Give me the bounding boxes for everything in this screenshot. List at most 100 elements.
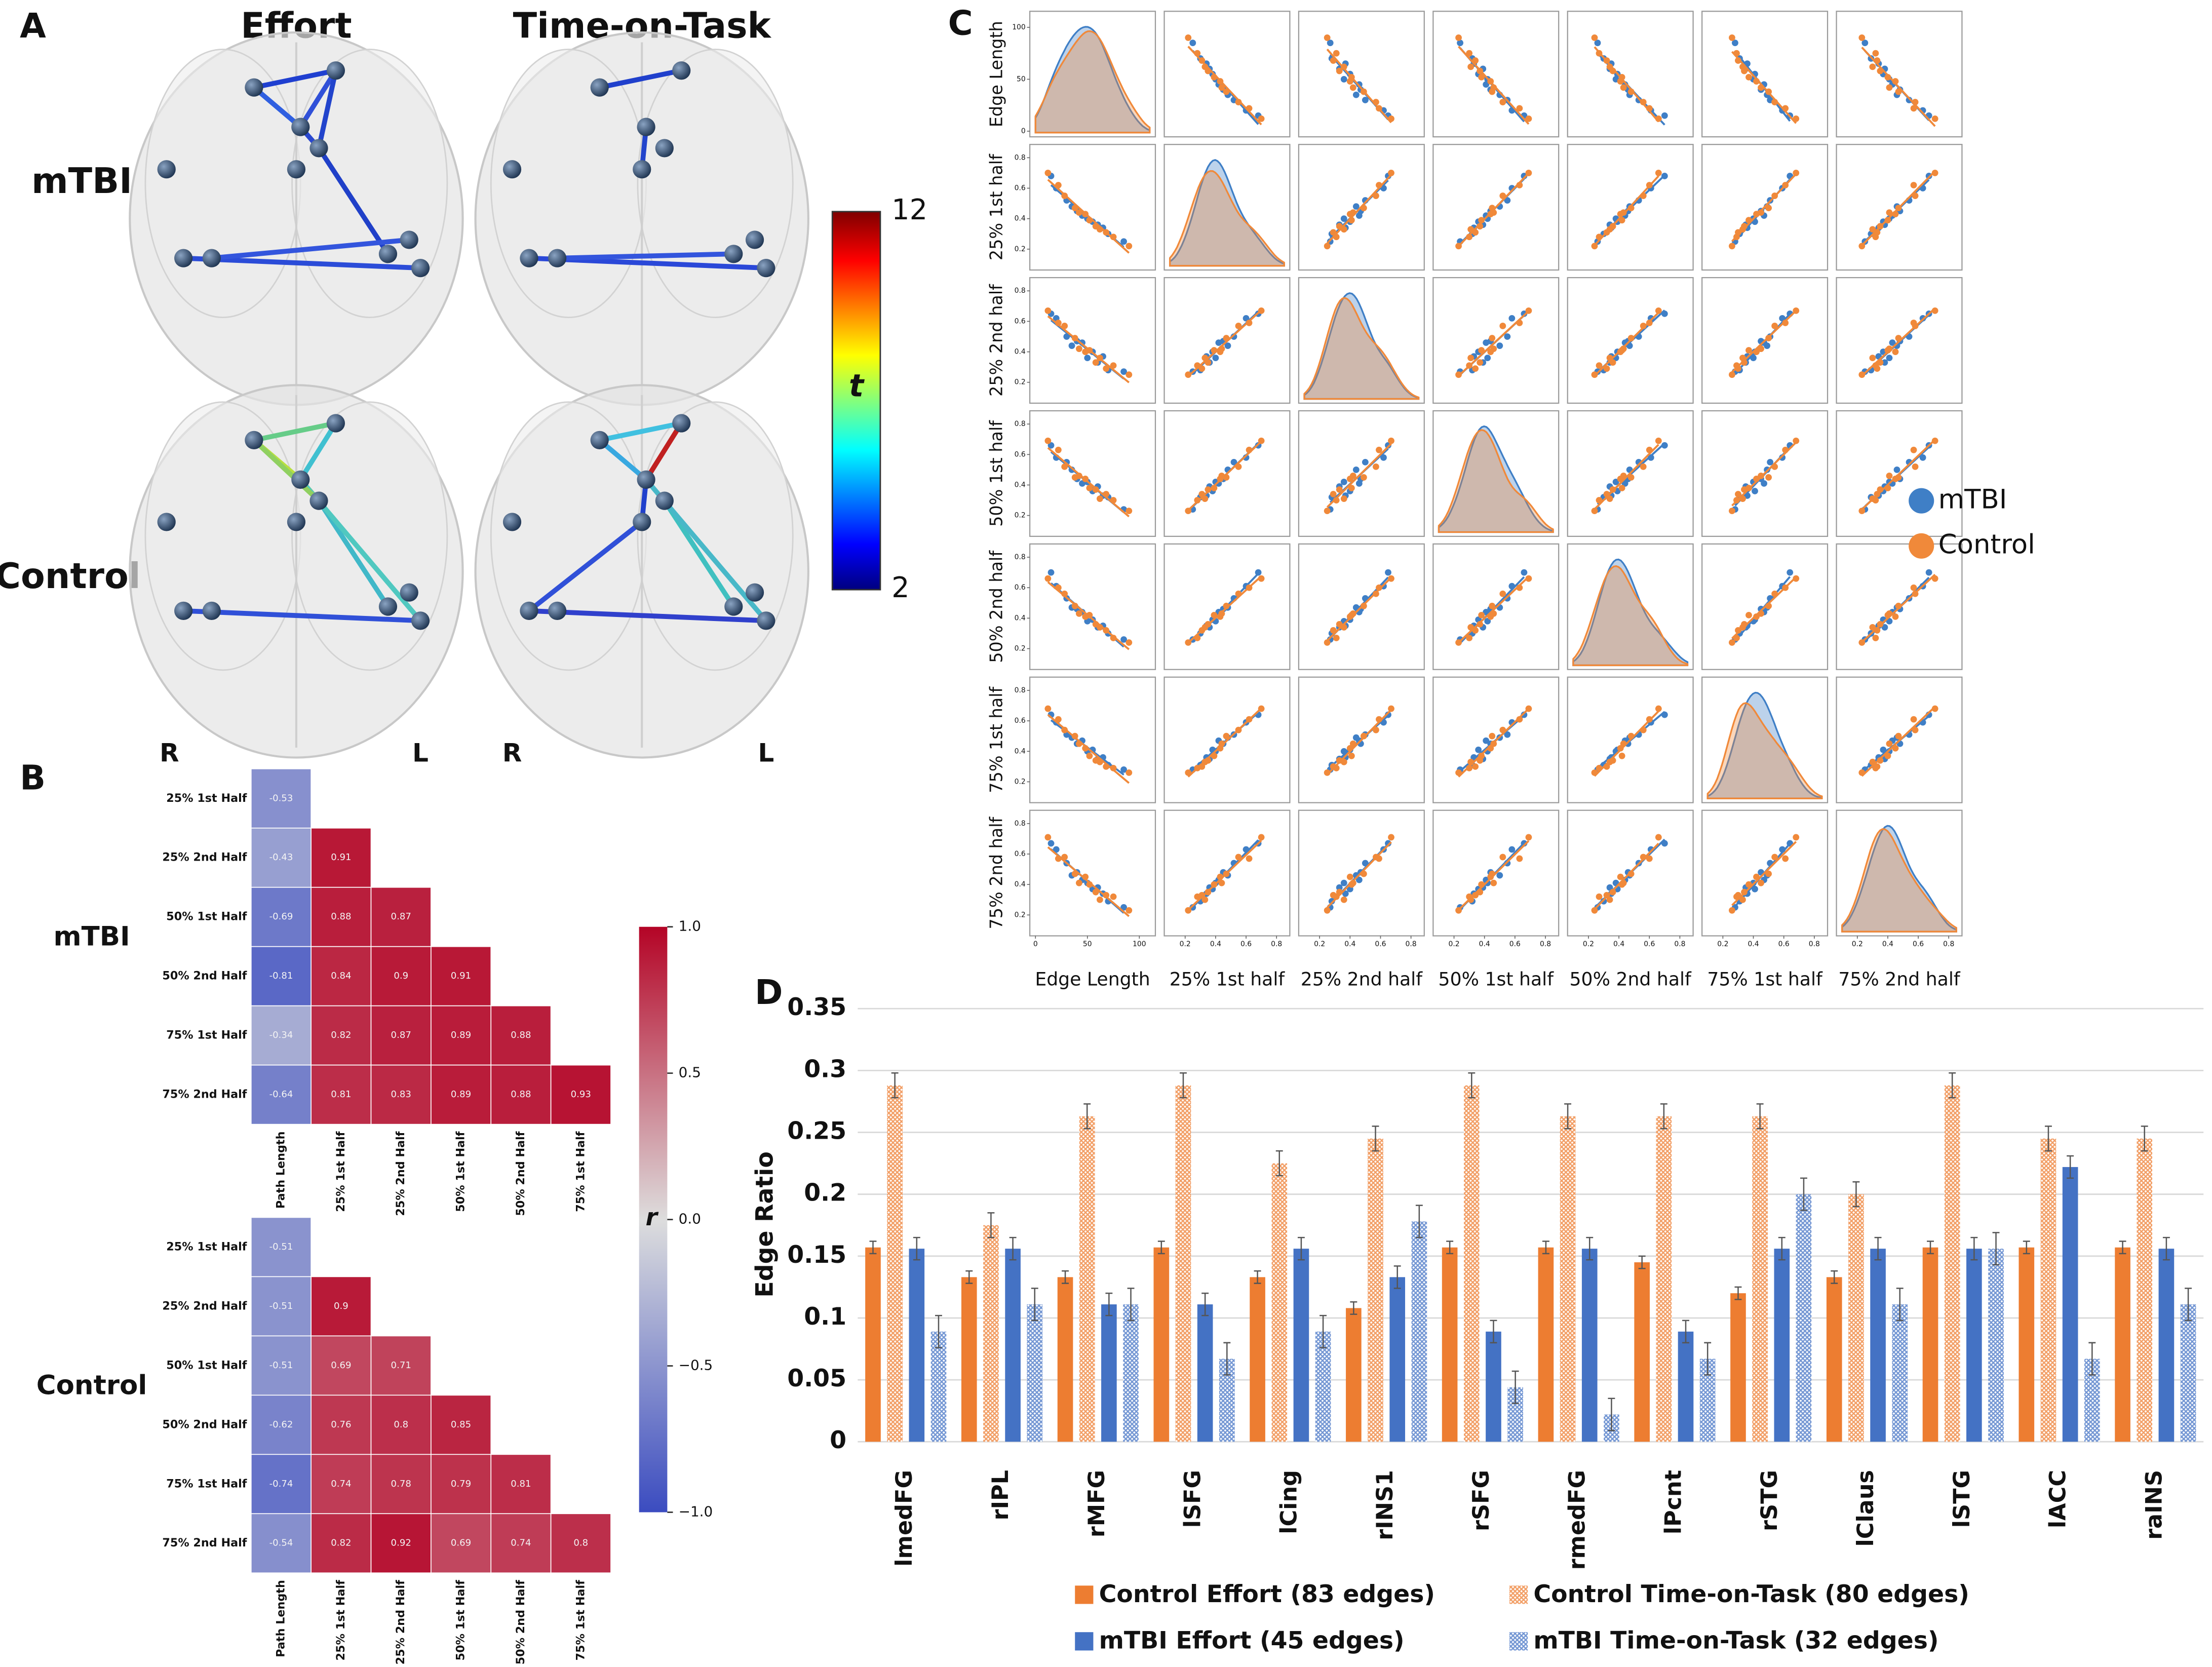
y-axis-label: 75% 1st half — [987, 686, 1006, 793]
brain-edge — [252, 85, 302, 129]
cell-label: 0.9 — [334, 1301, 348, 1311]
error-bar — [1468, 1072, 1476, 1099]
scatter-point — [1362, 860, 1369, 867]
scatter-point — [1739, 355, 1746, 362]
error-bar — [1320, 1314, 1327, 1348]
brain-edge — [317, 146, 391, 255]
column-label: 75% 1st Half — [574, 1131, 587, 1212]
scatter-point — [1082, 873, 1089, 880]
x-tick-label: 100 — [1133, 940, 1146, 948]
scatter-point — [1340, 748, 1347, 755]
brain-node — [757, 611, 775, 630]
legend-label: mTBI Effort (45 edges) — [1099, 1627, 1405, 1655]
density-curve — [1303, 297, 1420, 400]
hemisphere-label: L — [412, 738, 429, 767]
scatter-point — [1362, 595, 1369, 602]
scatter-point — [1483, 339, 1490, 346]
scatter-point — [1858, 639, 1866, 646]
scatter-point — [1877, 621, 1884, 628]
bar — [909, 1249, 925, 1442]
scatter-point — [1246, 855, 1253, 862]
error-bar — [1223, 1342, 1231, 1376]
y-tick-label: 0.8 — [1015, 153, 1026, 162]
scatter-point — [1490, 740, 1497, 747]
row-label: 50% 2nd Half — [162, 970, 247, 983]
scatter-point — [1126, 769, 1133, 776]
scatter-point — [1612, 479, 1619, 485]
scatter-point — [1765, 474, 1772, 481]
scatter-point — [1388, 115, 1394, 122]
density-curve — [1034, 30, 1151, 134]
scatter-point — [1745, 881, 1752, 888]
scatter-point — [1627, 474, 1635, 481]
scatter-point — [1753, 613, 1760, 620]
scatter-point — [1499, 726, 1506, 733]
scatter-point — [1376, 584, 1382, 591]
scatter-point — [1869, 495, 1876, 502]
y-tick-label: 50 — [1017, 75, 1026, 83]
scatter-point — [1858, 769, 1866, 776]
scatter-point — [1327, 40, 1334, 47]
scatter-point — [1044, 307, 1052, 314]
scatter-point — [1258, 705, 1265, 712]
scatter-point — [1793, 575, 1800, 582]
scatter-point — [1061, 590, 1068, 597]
scatter-point — [1753, 873, 1760, 880]
colorbar — [831, 211, 881, 591]
row-label: 75% 2nd Half — [162, 1088, 247, 1101]
scatter-point — [1047, 569, 1055, 576]
heatmap-cell — [550, 1513, 611, 1574]
scatter-point — [1892, 613, 1899, 620]
scatter-point — [1499, 192, 1506, 199]
brain-node — [633, 513, 651, 531]
heatmap-cell — [370, 1064, 432, 1125]
x-tick-label: lSFG — [1180, 1470, 1206, 1528]
scatter-point — [1739, 63, 1746, 70]
brain-node — [520, 601, 538, 620]
scatter-point — [1477, 359, 1484, 366]
hemisphere-label: R — [502, 738, 522, 767]
scatter-point — [1733, 497, 1740, 503]
scatter-point — [1874, 365, 1881, 372]
cell-label: 0.87 — [391, 1030, 411, 1040]
error-bar — [965, 1270, 973, 1284]
x-axis-label: 75% 2nd half — [1838, 968, 1961, 990]
bar — [1463, 1085, 1480, 1442]
column-label: 50% 1st Half — [454, 1580, 468, 1660]
scatter-point — [1235, 726, 1242, 733]
scatter-point — [1779, 454, 1786, 461]
cell-label: 0.87 — [391, 911, 411, 922]
scatter-point — [1218, 879, 1225, 886]
cell-label: 0.89 — [451, 1030, 471, 1040]
scatter-point — [1472, 763, 1479, 770]
scatter-point — [1478, 752, 1485, 759]
bar — [2062, 1167, 2078, 1442]
scatter-point — [1330, 891, 1337, 899]
scatter-point — [1487, 78, 1494, 85]
scatter-point — [1330, 229, 1337, 236]
x-tick-label: rmedFG — [1564, 1470, 1590, 1570]
scatter-point — [1525, 834, 1532, 841]
scatter-point — [1732, 40, 1738, 47]
x-tick-label: 0 — [1033, 940, 1038, 948]
x-tick-label: 0.8 — [1540, 940, 1551, 948]
scatter-point — [1931, 307, 1938, 314]
bar — [1634, 1262, 1650, 1442]
brain-lobe — [490, 49, 647, 319]
scatter-point — [1376, 446, 1382, 453]
scatter-point — [1096, 624, 1103, 631]
scatter-point — [1931, 170, 1938, 176]
scatter-point — [1376, 855, 1382, 862]
brain-node — [174, 601, 193, 620]
scatter-point — [1224, 342, 1231, 349]
brain-node — [520, 249, 538, 267]
brain-node — [411, 611, 430, 630]
scatter-point — [1246, 446, 1253, 453]
x-tick-label: rSFG — [1468, 1470, 1494, 1531]
y-tick-label: 0.8 — [1015, 420, 1026, 428]
brain-node — [202, 601, 221, 620]
scatter-point — [1931, 115, 1938, 122]
scatter-point — [1496, 342, 1503, 349]
cell-frame — [1029, 144, 1156, 271]
brain-node — [245, 431, 263, 450]
